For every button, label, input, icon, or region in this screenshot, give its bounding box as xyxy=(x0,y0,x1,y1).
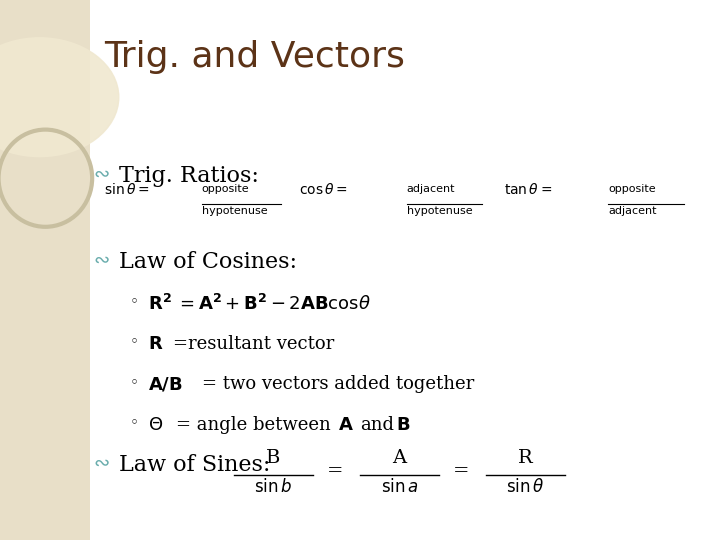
Text: = angle between: = angle between xyxy=(176,416,331,434)
Text: opposite: opposite xyxy=(608,184,656,194)
Text: Law of Sines:: Law of Sines: xyxy=(119,454,270,476)
Text: Trig. and Vectors: Trig. and Vectors xyxy=(104,40,405,75)
Text: adjacent: adjacent xyxy=(407,184,455,194)
Text: ◦: ◦ xyxy=(130,375,138,390)
Text: $\mathbf{A}$: $\mathbf{A}$ xyxy=(338,416,354,434)
Text: = two vectors added together: = two vectors added together xyxy=(202,375,474,393)
Text: $\sin b$: $\sin b$ xyxy=(254,478,293,496)
Text: adjacent: adjacent xyxy=(608,206,657,217)
Text: opposite: opposite xyxy=(202,184,249,194)
Text: $\sin\theta =$: $\sin\theta =$ xyxy=(104,182,150,197)
Text: $\tan\theta =$: $\tan\theta =$ xyxy=(504,182,552,197)
Text: B: B xyxy=(266,449,281,467)
Text: $\sin a$: $\sin a$ xyxy=(381,478,418,496)
Text: ∾: ∾ xyxy=(94,165,110,184)
Text: and: and xyxy=(360,416,394,434)
Text: =: = xyxy=(453,462,469,481)
Text: R: R xyxy=(518,449,533,467)
Text: Law of Cosines:: Law of Cosines: xyxy=(119,251,297,273)
Text: ◦: ◦ xyxy=(130,294,138,309)
Text: A: A xyxy=(392,449,407,467)
Text: =resultant vector: =resultant vector xyxy=(173,335,334,353)
Text: $\cos\theta =$: $\cos\theta =$ xyxy=(299,182,348,197)
Text: Trig. Ratios:: Trig. Ratios: xyxy=(119,165,258,187)
Text: $\Theta$: $\Theta$ xyxy=(148,416,163,434)
Text: ∾: ∾ xyxy=(94,251,110,270)
Circle shape xyxy=(0,38,119,157)
Text: $\mathbf{R}^{\mathbf{2}}$: $\mathbf{R}^{\mathbf{2}}$ xyxy=(148,294,171,314)
Text: $\sin\theta$: $\sin\theta$ xyxy=(506,478,545,496)
Text: $\mathbf{A/B}$: $\mathbf{A/B}$ xyxy=(148,375,182,393)
Text: $= \mathbf{A}^{\mathbf{2}} + \mathbf{B}^{\mathbf{2}} - 2\mathbf{AB}\mathrm{cos}\: $= \mathbf{A}^{\mathbf{2}} + \mathbf{B}^… xyxy=(176,294,372,314)
Text: ◦: ◦ xyxy=(130,335,138,350)
Text: hypotenuse: hypotenuse xyxy=(202,206,267,217)
Text: =: = xyxy=(327,462,343,481)
Text: ◦: ◦ xyxy=(130,416,138,431)
Text: $\mathbf{B}$: $\mathbf{B}$ xyxy=(396,416,410,434)
Bar xyxy=(0,0,90,540)
Text: $\mathbf{R}$: $\mathbf{R}$ xyxy=(148,335,163,353)
Text: ∾: ∾ xyxy=(94,454,110,472)
Text: hypotenuse: hypotenuse xyxy=(407,206,472,217)
